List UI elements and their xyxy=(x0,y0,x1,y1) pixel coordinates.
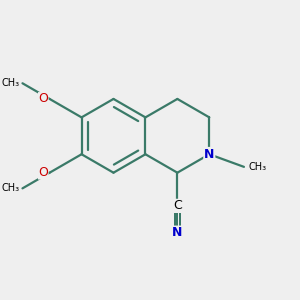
Text: N: N xyxy=(172,226,183,239)
Text: O: O xyxy=(38,166,48,179)
Text: C: C xyxy=(173,200,182,212)
Text: CH₃: CH₃ xyxy=(2,78,20,88)
Text: O: O xyxy=(38,92,48,105)
Text: N: N xyxy=(204,148,214,161)
Text: CH₃: CH₃ xyxy=(248,162,266,172)
Text: CH₃: CH₃ xyxy=(2,183,20,194)
